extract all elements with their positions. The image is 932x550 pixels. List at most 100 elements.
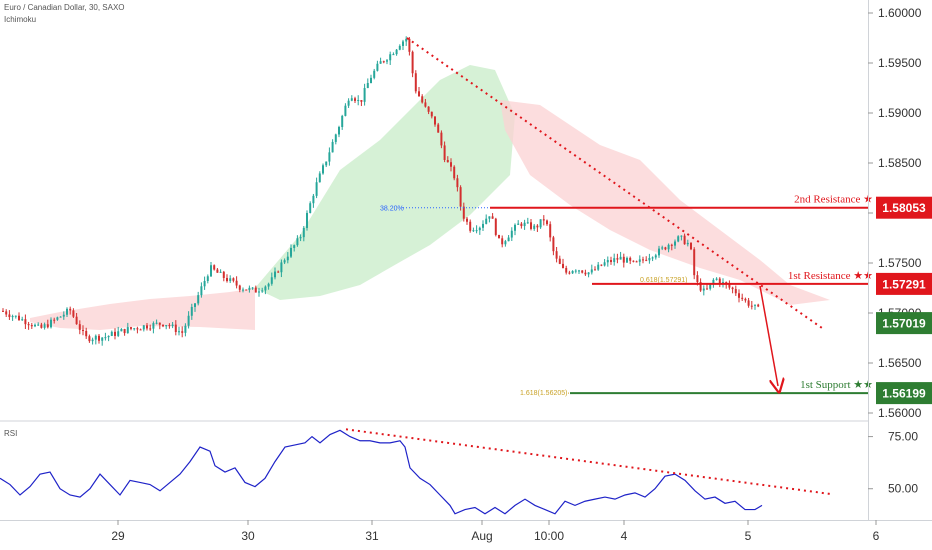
candle-body <box>238 285 241 290</box>
candle-body <box>309 203 312 213</box>
candle-body <box>443 145 446 160</box>
candle-body <box>344 105 347 116</box>
y-tick-label: 1.56500 <box>878 356 922 370</box>
price-candles <box>2 36 760 346</box>
candle-body <box>462 206 465 219</box>
candle-body <box>347 100 350 106</box>
descending-trendline <box>406 37 823 329</box>
candle-body <box>149 328 152 330</box>
candle-body <box>427 106 430 112</box>
rsi-tick-label: 50.00 <box>888 482 918 496</box>
candle-body <box>677 236 680 242</box>
candle-body <box>82 329 84 331</box>
candle-body <box>587 272 590 275</box>
candle-body <box>629 257 632 261</box>
candle-body <box>658 248 660 256</box>
x-tick-label: 10:00 <box>534 529 564 543</box>
candle-body <box>530 222 532 229</box>
candle-body <box>270 277 273 284</box>
candle-body <box>357 100 360 102</box>
candle-body <box>181 331 184 333</box>
candle-body <box>59 316 62 318</box>
candle-body <box>94 335 97 340</box>
candle-body <box>162 324 164 327</box>
candle-body <box>645 259 648 261</box>
price-tag-label: 1.57291 <box>882 277 926 291</box>
candle-body <box>651 257 654 259</box>
candle-body <box>485 218 488 224</box>
candle-body <box>741 297 744 299</box>
cloud-bull <box>255 65 515 300</box>
candle-body <box>696 275 699 283</box>
candle-body <box>408 38 411 52</box>
candle-body <box>574 270 577 272</box>
candle-body <box>699 282 702 291</box>
candle-body <box>248 287 251 290</box>
candle-body <box>232 278 235 281</box>
candle-body <box>178 331 180 333</box>
candle-body <box>718 278 721 284</box>
candle-body <box>456 178 459 188</box>
candle-body <box>568 272 571 274</box>
candle-body <box>648 257 651 261</box>
candle-body <box>491 216 494 219</box>
candle-body <box>216 269 219 273</box>
candle-body <box>200 286 203 296</box>
candle-body <box>597 264 600 270</box>
candle-body <box>379 61 382 64</box>
candle-body <box>670 244 673 246</box>
candle-body <box>30 325 33 327</box>
candle-body <box>520 223 523 227</box>
candle-body <box>395 49 398 55</box>
candle-body <box>341 115 344 128</box>
candle-body <box>171 324 174 327</box>
candle-body <box>411 51 414 74</box>
candle-body <box>437 124 440 133</box>
candle-body <box>565 267 568 273</box>
candle-body <box>315 182 318 196</box>
price-tag-label: 1.57019 <box>882 317 926 331</box>
candle-body <box>328 152 331 162</box>
candle-body <box>69 308 72 311</box>
candle-body <box>386 60 388 62</box>
fib-label: 38.20% <box>380 206 404 213</box>
candle-body <box>562 263 564 268</box>
fib-label: 0.618(1.57291) <box>640 277 687 284</box>
candle-body <box>712 279 715 284</box>
candle-body <box>139 329 142 331</box>
candle-body <box>88 336 91 342</box>
candle-body <box>690 242 692 250</box>
candle-body <box>46 324 49 328</box>
candle-body <box>229 278 232 282</box>
candle-body <box>197 295 200 304</box>
candle-body <box>421 96 424 103</box>
candle-body <box>667 244 670 250</box>
candle-body <box>526 222 529 224</box>
candle-body <box>523 222 526 227</box>
candle-body <box>123 328 126 334</box>
candle-body <box>203 280 206 287</box>
candle-body <box>53 319 56 321</box>
candle-body <box>654 255 657 258</box>
candle-body <box>280 262 283 273</box>
candle-body <box>136 328 139 330</box>
candle-body <box>2 310 4 312</box>
candle-body <box>187 315 190 326</box>
candle-body <box>459 187 462 207</box>
candle-body <box>466 218 468 222</box>
candle-body <box>434 116 436 125</box>
candle-body <box>258 291 260 293</box>
candle-body <box>91 339 94 342</box>
candle-body <box>472 230 475 232</box>
y-tick-label: 1.57500 <box>878 256 922 270</box>
y-tick-label: 1.59500 <box>878 56 922 70</box>
y-tick-label: 1.59000 <box>878 106 922 120</box>
price-tag-label: 1.56199 <box>882 387 926 401</box>
candle-body <box>117 331 120 336</box>
fib-label: 1.618(1.56205) <box>520 390 567 397</box>
candle-body <box>130 327 132 329</box>
candle-body <box>206 276 209 281</box>
candle-body <box>680 235 683 237</box>
level-name: 1st Support ★★ <box>800 379 873 391</box>
